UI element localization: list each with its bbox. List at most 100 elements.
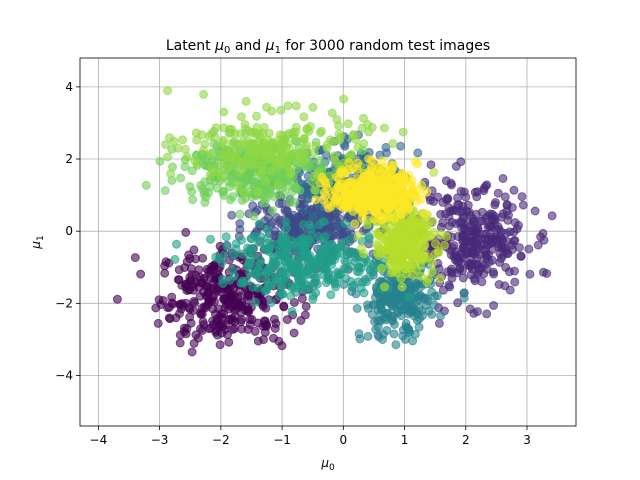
- scatter-point-cluster-9: [339, 201, 349, 211]
- scatter-point-cluster-4: [388, 316, 397, 326]
- scatter-point-cluster-6: [285, 197, 295, 207]
- scatter-point-cluster-6: [160, 186, 170, 196]
- scatter-point-cluster-0: [244, 307, 254, 317]
- scatter-point-cluster-0: [289, 328, 299, 338]
- scatter-point-cluster-0: [185, 312, 195, 322]
- scatter-point-cluster-9: [377, 207, 387, 217]
- scatter-point-cluster-4: [400, 334, 410, 344]
- scatter-point-cluster-9: [337, 165, 347, 175]
- scatter-point-cluster-7: [261, 176, 271, 186]
- scatter-point-cluster-5: [359, 288, 369, 298]
- scatter-point-cluster-7: [309, 172, 319, 182]
- scatter-point-cluster-0: [179, 323, 189, 333]
- scatter-point-cluster-7: [332, 115, 342, 124]
- scatter-point-cluster-1: [498, 174, 508, 183]
- scatter-point-cluster-1: [517, 192, 527, 202]
- scatter-point-cluster-9: [349, 163, 359, 173]
- scatter-point-cluster-0: [167, 298, 177, 308]
- scatter-point-cluster-8: [357, 243, 367, 253]
- scatter-point-cluster-1: [530, 206, 540, 216]
- scatter-point-cluster-1: [514, 243, 524, 253]
- scatter-point-cluster-7: [357, 123, 367, 133]
- scatter-point-cluster-0: [130, 253, 140, 263]
- scatter-point-cluster-5: [285, 267, 295, 277]
- scatter-point-cluster-9: [370, 161, 380, 171]
- scatter-point-cluster-4: [378, 297, 388, 307]
- scatter-point-cluster-7: [204, 131, 214, 141]
- scatter-point-cluster-1: [459, 187, 469, 197]
- scatter-point-cluster-0: [297, 294, 307, 304]
- scatter-point-cluster-7: [267, 137, 277, 147]
- scatter-point-cluster-0: [181, 227, 191, 237]
- scatter-point-cluster-8: [427, 258, 437, 268]
- scatter-point-cluster-1: [516, 251, 526, 261]
- scatter-point-cluster-4: [416, 282, 426, 292]
- scatter-point-cluster-1: [489, 301, 499, 310]
- scatter-point-cluster-5: [300, 235, 310, 245]
- scatter-point-cluster-8: [380, 282, 389, 292]
- scatter-point-cluster-7: [211, 123, 221, 133]
- scatter-point-cluster-1: [434, 318, 444, 328]
- scatter-point-cluster-6: [155, 156, 165, 166]
- scatter-point-cluster-0: [165, 314, 175, 324]
- scatter-point-cluster-0: [223, 330, 232, 340]
- scatter-point-cluster-2: [267, 218, 277, 228]
- scatter-point-cluster-1: [498, 236, 508, 246]
- scatter-point-cluster-5: [293, 241, 303, 251]
- scatter-point-cluster-6: [291, 182, 301, 192]
- scatter-point-cluster-0: [136, 269, 146, 279]
- scatter-point-cluster-7: [299, 112, 309, 122]
- scatter-point-cluster-8: [404, 239, 414, 249]
- scatter-point-cluster-3: [303, 193, 313, 203]
- scatter-point-cluster-9: [333, 181, 343, 191]
- scatter-point-cluster-6: [235, 209, 245, 219]
- scatter-point-cluster-0: [160, 268, 170, 278]
- scatter-point-cluster-5: [336, 269, 346, 279]
- scatter-point-cluster-1: [500, 281, 510, 291]
- scatter-point-cluster-2: [280, 205, 290, 215]
- scatter-point-cluster-8: [398, 254, 408, 264]
- scatter-point-cluster-5: [266, 298, 276, 308]
- scatter-point-cluster-0: [253, 336, 263, 346]
- scatter-point-cluster-1: [466, 237, 476, 247]
- scatter-point-cluster-7: [351, 134, 361, 144]
- scatter-point-cluster-5: [291, 287, 301, 297]
- scatter-point-cluster-9: [365, 184, 375, 194]
- scatter-point-cluster-7: [217, 172, 227, 182]
- scatter-point-cluster-7: [322, 140, 332, 150]
- scatter-point-cluster-4: [427, 310, 437, 319]
- scatter-point-cluster-7: [291, 122, 301, 132]
- scatter-point-cluster-1: [524, 244, 534, 254]
- scatter-point-cluster-0: [271, 319, 281, 328]
- scatter-point-cluster-7: [236, 112, 246, 122]
- scatter-point-cluster-7: [364, 127, 374, 137]
- scatter-point-cluster-9: [324, 203, 334, 213]
- scatter-point-cluster-0: [301, 301, 311, 311]
- scatter-point-cluster-4: [459, 293, 469, 303]
- scatter-point-cluster-7: [353, 142, 363, 152]
- scatter-point-cluster-8: [353, 231, 363, 241]
- scatter-point-cluster-7: [219, 135, 229, 145]
- scatter-point-cluster-1: [444, 203, 454, 213]
- y-tick-label: 2: [65, 152, 73, 166]
- x-tick-label: −4: [90, 433, 108, 447]
- scatter-point-cluster-5: [217, 258, 227, 268]
- scatter-point-cluster-5: [295, 263, 305, 273]
- scatter-point-cluster-8: [419, 221, 429, 231]
- scatter-point-cluster-1: [473, 307, 482, 317]
- scatter-point-cluster-8: [440, 240, 449, 250]
- scatter-point-cluster-7: [253, 187, 263, 197]
- scatter-point-cluster-5: [303, 270, 312, 280]
- scatter-point-cluster-7: [182, 152, 192, 162]
- scatter-point-cluster-7: [180, 144, 190, 154]
- scatter-point-cluster-0: [202, 264, 212, 274]
- scatter-point-cluster-7: [178, 135, 188, 145]
- scatter-point-cluster-5: [280, 275, 290, 285]
- scatter-point-cluster-5: [170, 254, 180, 264]
- scatter-point-cluster-1: [465, 210, 475, 220]
- scatter-point-cluster-1: [465, 226, 475, 236]
- scatter-point-cluster-7: [250, 127, 259, 137]
- scatter-point-cluster-7: [232, 181, 242, 191]
